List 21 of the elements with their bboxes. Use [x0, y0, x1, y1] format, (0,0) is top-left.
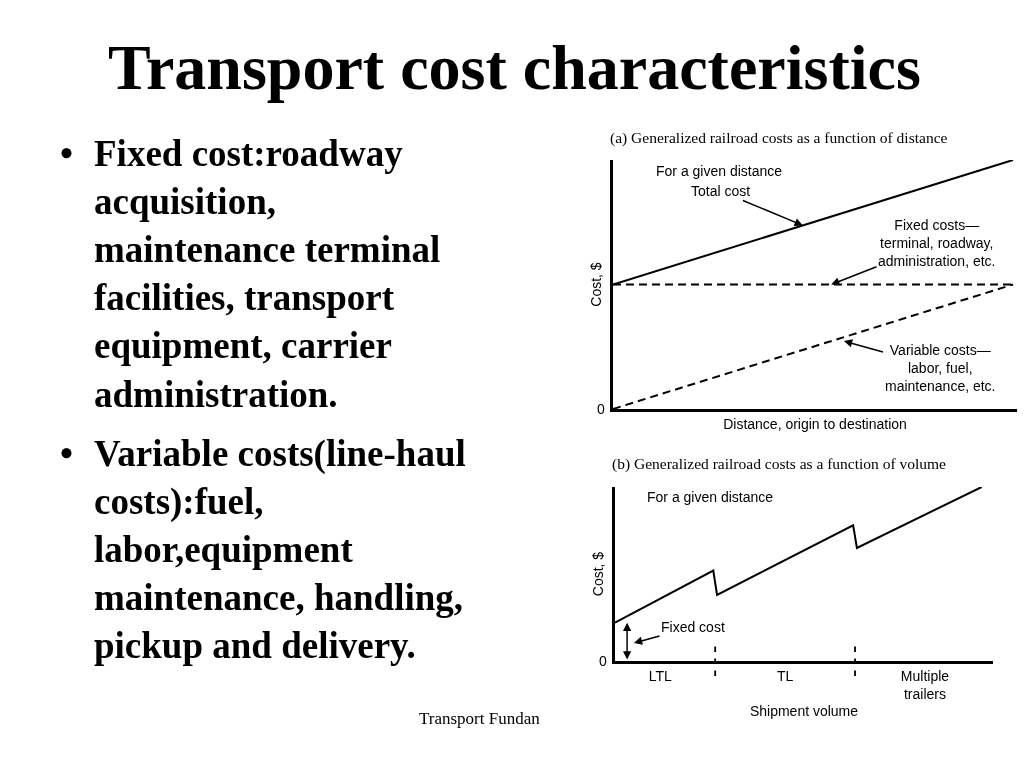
chart-title: (a) Generalized railroad costs as a function of distance — [610, 129, 948, 147]
y-axis-title: Cost, $ — [587, 262, 604, 307]
series-label: Variable costs— labor, fuel, maintenance, etc. — [885, 342, 996, 395]
series-label: Fixed costs— terminal, roadway, administration, etc. — [878, 217, 996, 270]
x-axis-title: Shipment volume — [749, 703, 859, 720]
annotation: For a given distance — [647, 489, 774, 505]
x-tick-label: TL — [776, 667, 794, 684]
text: Transport cost characteristics — [108, 32, 921, 103]
chart-title: (b) Generalized railroad costs as a function of volume — [612, 455, 947, 473]
x-axis-title: Distance, origin to destination — [723, 415, 907, 432]
x-tick-label: LTL — [648, 667, 673, 684]
annotation: For a given distance — [656, 163, 783, 179]
text: Transport Fundan — [419, 709, 541, 728]
annotation: Fixed cost — [661, 619, 725, 635]
text: • Variable costs(line-haul costs):fuel, labor,equipment maintenance, handling, pickup and delivery. — [60, 433, 466, 667]
x-tick-label: Multiple trailers — [900, 667, 950, 702]
text: 0 — [599, 653, 607, 669]
series-label: Total cost — [691, 183, 751, 199]
y-axis-title: Cost, $ — [589, 551, 606, 597]
annotation: 0 — [597, 401, 605, 417]
annotation: • Fixed cost:roadway acquisition, maintenance terminal facilities, transport equipment, carrier administration. — [60, 133, 441, 415]
